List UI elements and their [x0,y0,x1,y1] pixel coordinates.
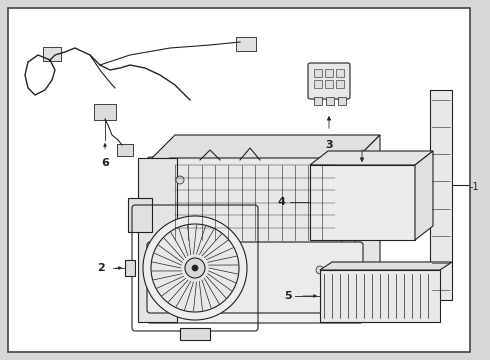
FancyBboxPatch shape [43,47,61,61]
FancyBboxPatch shape [94,104,116,120]
FancyBboxPatch shape [128,198,152,232]
Circle shape [185,258,205,278]
FancyBboxPatch shape [117,144,133,156]
FancyBboxPatch shape [147,242,363,313]
Circle shape [316,266,324,274]
Circle shape [143,216,247,320]
Circle shape [316,176,324,184]
Bar [325,69,333,77]
Circle shape [176,176,184,184]
Text: 6: 6 [101,158,109,168]
Bar [326,97,334,105]
Polygon shape [150,135,380,160]
Bar [314,97,322,105]
Polygon shape [355,135,380,295]
Bar [310,165,415,240]
FancyBboxPatch shape [138,158,177,322]
Text: 3: 3 [325,140,333,150]
Bar [325,80,333,88]
Polygon shape [310,151,433,165]
Polygon shape [320,262,452,270]
Bar [314,69,322,77]
Circle shape [192,265,198,271]
Bar [180,328,210,340]
FancyBboxPatch shape [236,37,256,51]
Bar [338,97,346,105]
Bar [336,80,344,88]
Bar [320,270,440,322]
Text: 2: 2 [97,263,105,273]
Bar [430,90,452,300]
Bar [314,80,322,88]
Bar [125,260,135,276]
FancyBboxPatch shape [308,63,350,99]
Text: -1: -1 [470,182,480,192]
Circle shape [151,224,239,312]
FancyBboxPatch shape [168,158,342,247]
Polygon shape [415,151,433,240]
Text: 5: 5 [284,291,292,301]
FancyBboxPatch shape [147,157,363,323]
Bar [336,69,344,77]
Circle shape [176,266,184,274]
Text: 4: 4 [277,197,285,207]
